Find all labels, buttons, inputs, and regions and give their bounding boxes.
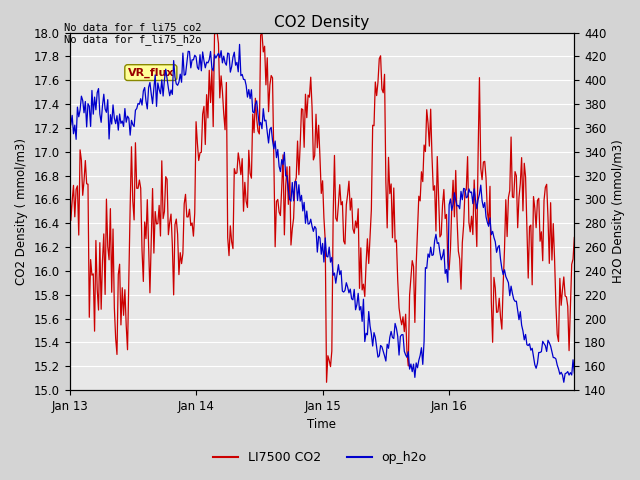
Text: VR_flux: VR_flux	[127, 68, 174, 78]
Text: No data for f_li75_co2
No data for f_li75_h2o: No data for f_li75_co2 No data for f_li7…	[64, 22, 202, 45]
Y-axis label: CO2 Density ( mmol/m3): CO2 Density ( mmol/m3)	[15, 138, 28, 285]
X-axis label: Time: Time	[307, 419, 337, 432]
Legend: LI7500 CO2, op_h2o: LI7500 CO2, op_h2o	[209, 446, 431, 469]
Title: CO2 Density: CO2 Density	[275, 15, 369, 30]
Y-axis label: H2O Density (mmol/m3): H2O Density (mmol/m3)	[612, 140, 625, 283]
